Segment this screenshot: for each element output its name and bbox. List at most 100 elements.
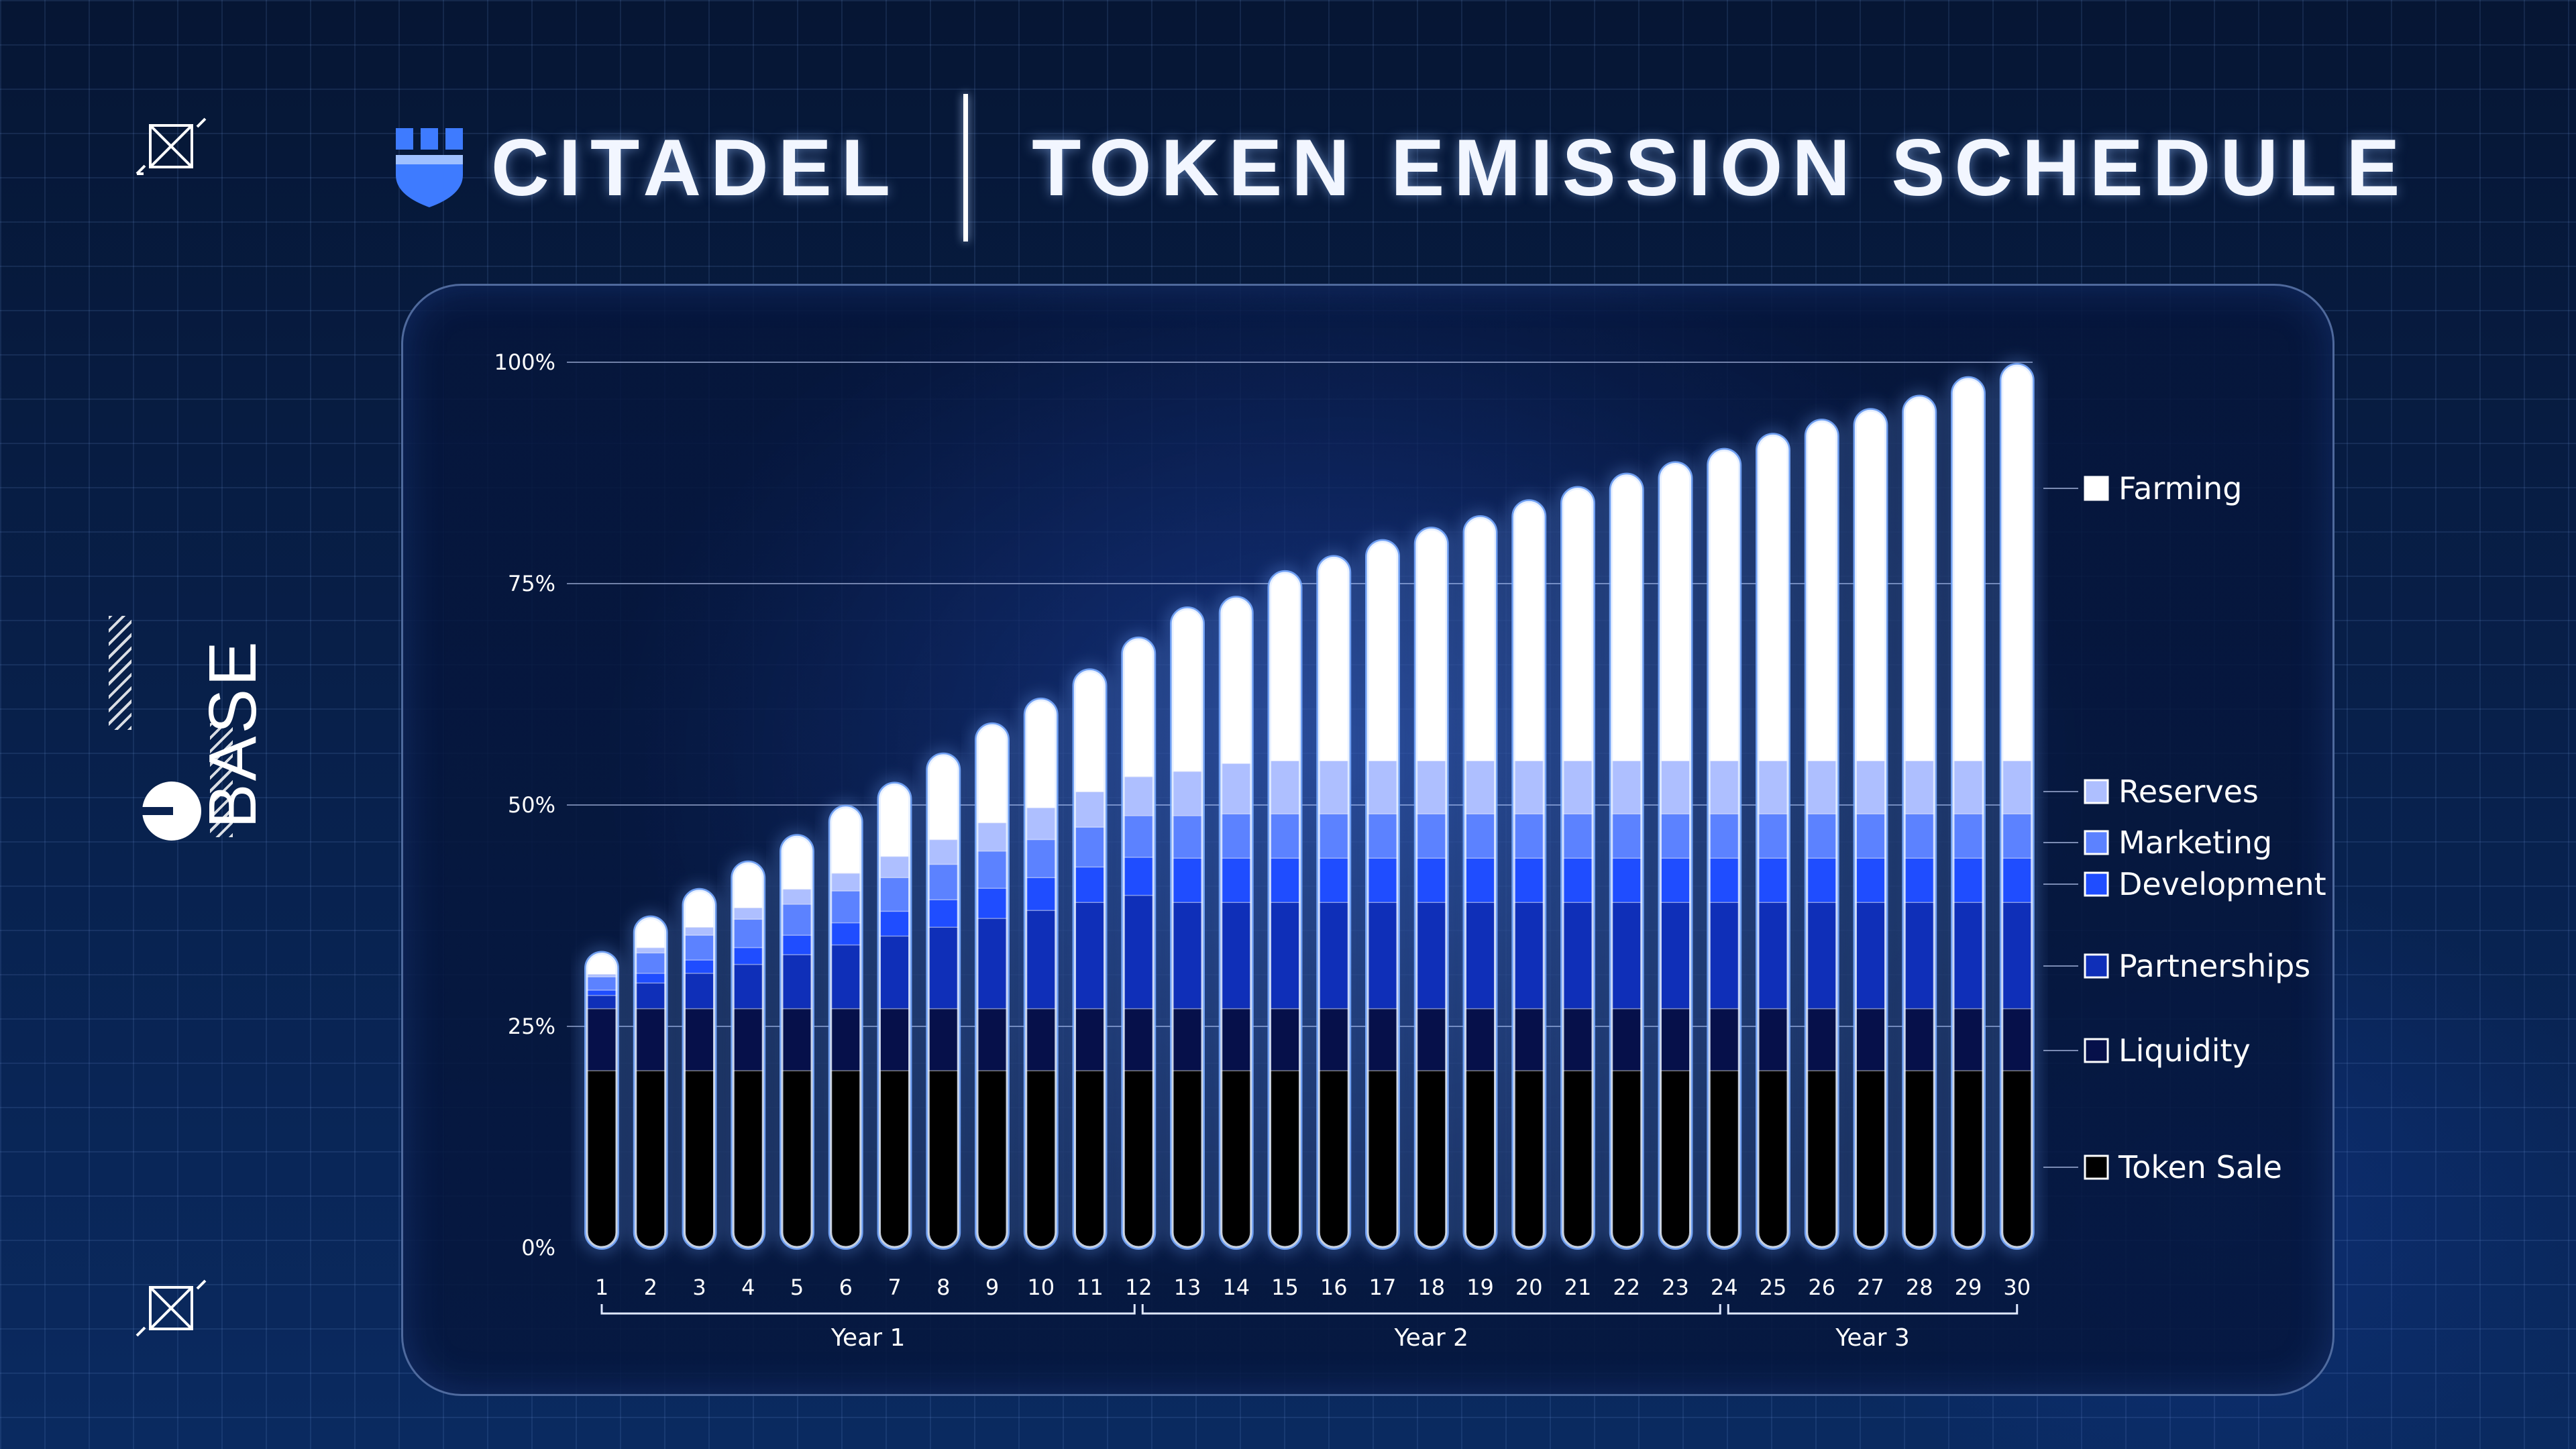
bar-stack	[1658, 461, 1693, 1250]
bar-segment	[733, 963, 764, 1010]
page-title: TOKEN EMISSION SCHEDULE	[1032, 123, 2410, 213]
bar-segment	[586, 1008, 617, 1071]
bar-segment	[1220, 857, 1252, 903]
bar-segment	[2001, 813, 2033, 859]
bar-segment	[782, 1008, 812, 1071]
bar-segment	[733, 947, 764, 965]
legend-label: Liquidity	[2118, 1032, 2251, 1069]
bar-segment	[1415, 1008, 1447, 1071]
base-logo-circle-icon	[140, 782, 201, 841]
bar-outline	[1269, 572, 1301, 1248]
x-axis-labels: 1 2 3 4 5 6 7 8 9 10 11 12 13 14 15 16 17 18 19 20 21 22 23 24 2…	[595, 1275, 2031, 1300]
bar-segment	[635, 952, 666, 974]
bar-segment	[1709, 1008, 1740, 1071]
bar-segment	[1220, 902, 1252, 1010]
bar-outline	[1611, 474, 1643, 1248]
bar-segment	[1123, 638, 1155, 777]
bar-segment	[733, 907, 764, 920]
legend-item: Farming	[2043, 470, 2242, 506]
bar-stack	[1609, 472, 1644, 1250]
year-label: Year 1	[830, 1324, 906, 1352]
bar-outline	[586, 952, 618, 1248]
bar-segment	[928, 754, 959, 841]
bar-segment	[1220, 1070, 1252, 1248]
bar-segment	[1660, 1008, 1691, 1071]
bar-segment	[1025, 839, 1057, 878]
bar-segment	[830, 872, 861, 892]
bar-segment	[1660, 760, 1691, 814]
legend-item: Token Sale	[2043, 1149, 2282, 1185]
x-tick-label: 13	[1174, 1275, 1201, 1300]
bar-segment	[1562, 813, 1593, 859]
bar-segment	[1318, 1008, 1350, 1071]
legend-item: Marketing	[2043, 824, 2272, 861]
bar-segment	[1025, 877, 1057, 911]
bar-outline	[1806, 420, 1838, 1248]
bar-segment	[1367, 541, 1398, 761]
x-tick-label: 20	[1515, 1275, 1543, 1300]
bar-segment	[928, 839, 959, 865]
x-tick-label: 12	[1125, 1275, 1152, 1300]
bar-segment	[1318, 857, 1350, 903]
bar-outline	[1464, 517, 1496, 1248]
bar-segment	[1269, 1070, 1301, 1248]
bar-stack	[1023, 697, 1059, 1250]
bar-segment	[1709, 813, 1740, 859]
year-label: Year 2	[1393, 1324, 1468, 1352]
bar-stack	[1999, 362, 2035, 1250]
bar-outline	[1318, 556, 1350, 1248]
bar-segment	[684, 926, 715, 936]
x-tick-label: 30	[2003, 1275, 2031, 1300]
legend-label: Marketing	[2118, 824, 2272, 861]
bar-segment	[1074, 1070, 1106, 1248]
bar-segment	[1025, 910, 1057, 1010]
bar-segment	[1611, 760, 1642, 814]
bar-segment	[1318, 557, 1350, 761]
bar-outline	[1757, 434, 1789, 1248]
bar-stack	[1316, 555, 1352, 1250]
bar-segment	[2001, 1008, 2033, 1071]
y-tick-label: 25%	[508, 1014, 555, 1039]
bar-segment	[1318, 760, 1350, 814]
bar-segment	[1123, 815, 1155, 858]
bar-segment	[1953, 902, 1984, 1010]
bar-segment	[1269, 902, 1301, 1010]
bar-segment	[977, 918, 1008, 1010]
bar-segment	[782, 934, 812, 955]
x-tick-label: 7	[888, 1275, 901, 1300]
bar-stack	[926, 752, 961, 1250]
bar-segment	[1611, 857, 1642, 903]
bar-stack	[1756, 433, 1790, 1250]
hatch-decoration	[109, 616, 131, 730]
bar-outline	[732, 862, 764, 1248]
x-tick-label: 29	[1955, 1275, 1982, 1300]
bar-segment	[684, 959, 715, 974]
bar-segment	[1074, 791, 1106, 828]
bar-segment	[1172, 857, 1203, 903]
bar-segment	[1318, 1070, 1350, 1248]
bar-segment	[1415, 857, 1447, 903]
bar-segment	[2001, 364, 2033, 761]
bar-segment	[1025, 807, 1057, 841]
bar-outline	[1855, 409, 1886, 1248]
bar-segment	[1513, 1070, 1545, 1248]
y-tick-label: 50%	[508, 792, 555, 818]
bar-stack	[584, 951, 619, 1250]
bar-segment	[1562, 1070, 1593, 1248]
bar-stack	[1511, 499, 1547, 1250]
bar-stack	[1853, 408, 1888, 1250]
bar-stack	[1462, 515, 1498, 1250]
x-tick-label: 4	[741, 1275, 755, 1300]
bar-segment	[1904, 857, 1935, 903]
bar-segment	[1660, 857, 1691, 903]
bar-segment	[1172, 1070, 1203, 1248]
bar-segment	[879, 935, 910, 1010]
bar-segment	[830, 806, 861, 874]
bar-segment	[879, 855, 910, 878]
bar-segment	[1709, 449, 1740, 761]
bar-segment	[586, 995, 617, 1010]
legend-label: Partnerships	[2118, 948, 2310, 984]
hatch-decoration	[210, 723, 233, 837]
bar-segment	[1269, 1008, 1301, 1071]
bar-segment	[1758, 857, 1788, 903]
